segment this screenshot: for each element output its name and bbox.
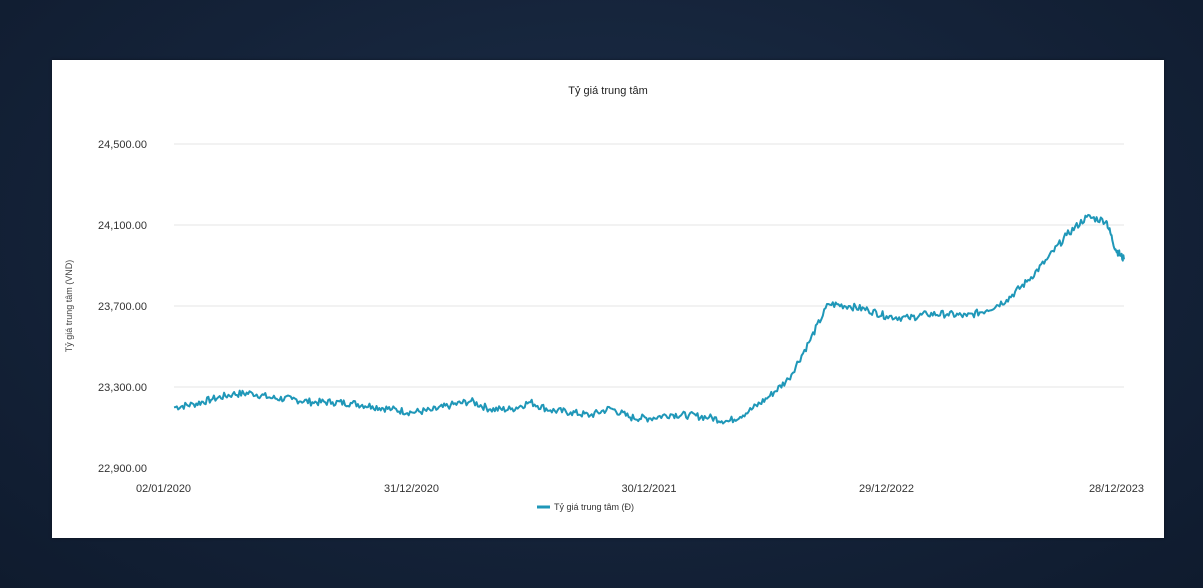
y-tick-label: 23,300.00 bbox=[98, 382, 147, 394]
chart-title: Tỷ giá trung tâm bbox=[568, 85, 647, 97]
series-layer bbox=[173, 213, 1125, 425]
x-tick-label: 29/12/2022 bbox=[859, 483, 914, 495]
x-axis-ticks: 02/01/2020 31/12/2020 30/12/2021 29/12/2022… bbox=[136, 483, 1144, 495]
chart-paper: Tỷ giá trung tâm Tỷ giá trung tâm (VND) … bbox=[52, 60, 1164, 538]
x-tick-label: 28/12/2023 bbox=[1089, 483, 1144, 495]
y-axis-label: Tỷ giá trung tâm (VND) bbox=[64, 260, 74, 353]
y-tick-label: 24,100.00 bbox=[98, 220, 147, 232]
x-tick-label: 30/12/2021 bbox=[621, 483, 676, 495]
y-axis-ticks: 24,500.00 24,100.00 23,700.00 23,300.00 22,9… bbox=[98, 139, 147, 475]
x-tick-label: 31/12/2020 bbox=[384, 483, 439, 495]
gridlines bbox=[174, 143, 1124, 388]
y-tick-label: 22,900.00 bbox=[98, 463, 147, 475]
y-tick-label: 24,500.00 bbox=[98, 139, 147, 151]
legend: Tỷ giá trung tâm (Đ) bbox=[537, 502, 634, 512]
line-chart: Tỷ giá trung tâm Tỷ giá trung tâm (VND) … bbox=[64, 85, 1144, 512]
y-tick-label: 23,700.00 bbox=[98, 301, 147, 313]
x-tick-label: 02/01/2020 bbox=[136, 483, 191, 495]
legend-label: Tỷ giá trung tâm (Đ) bbox=[554, 502, 634, 512]
series-line bbox=[173, 213, 1125, 425]
